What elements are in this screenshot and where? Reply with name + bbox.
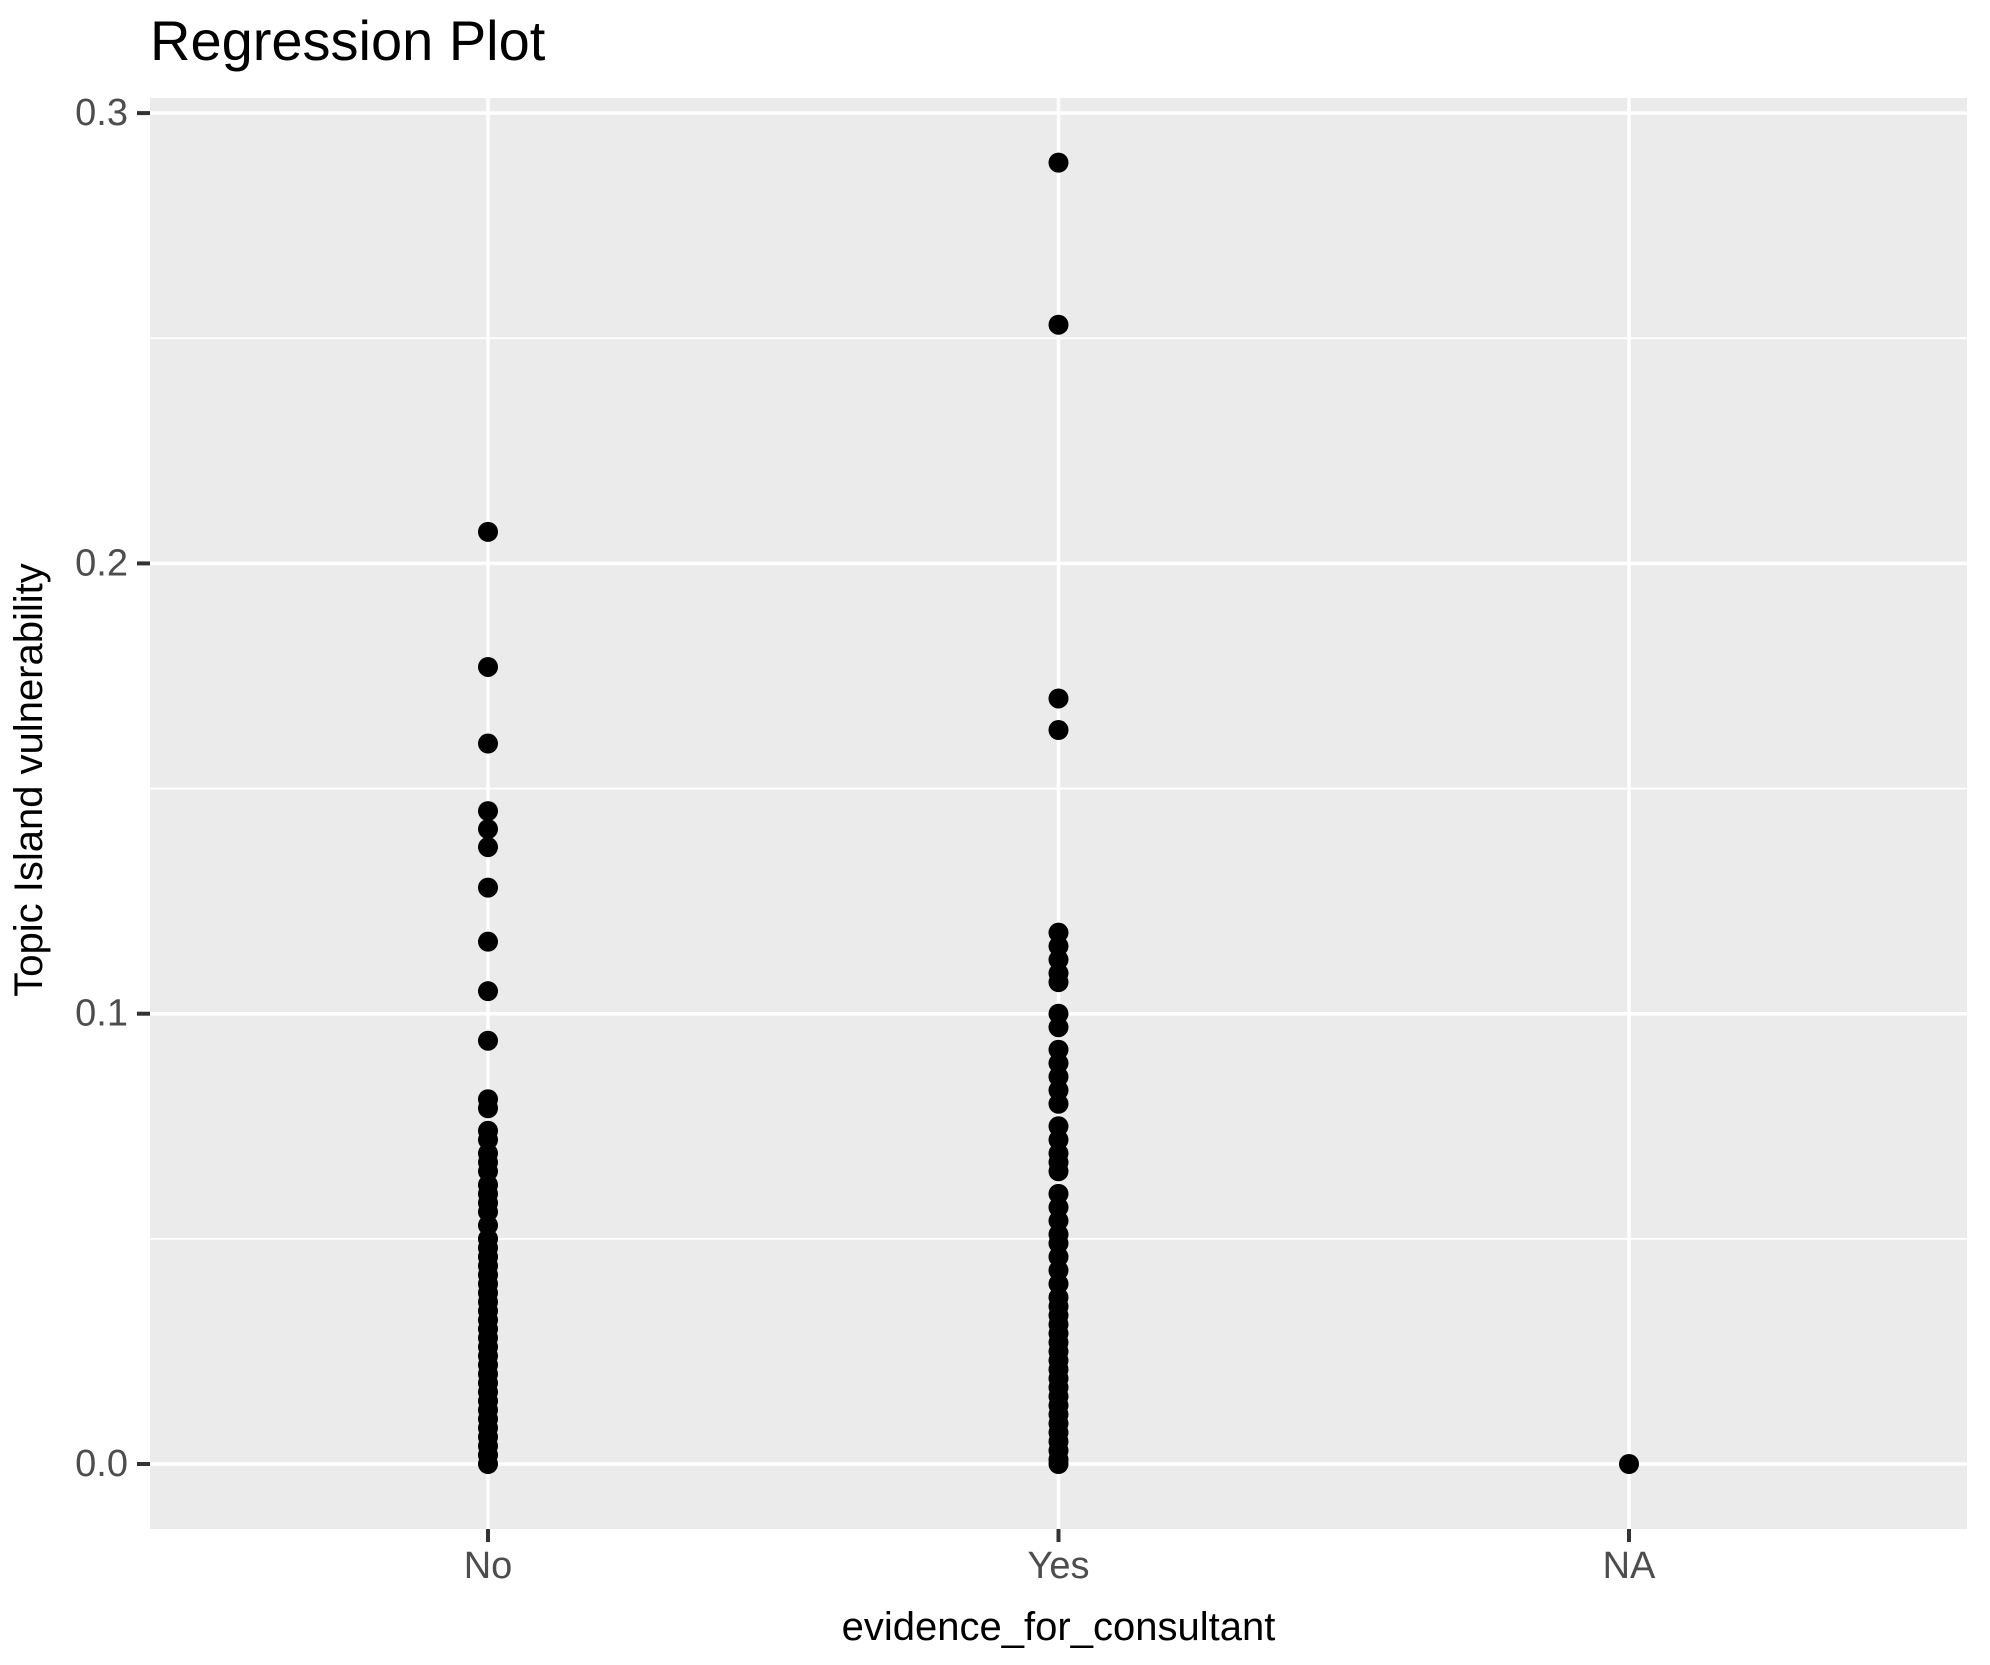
data-point: [1048, 1017, 1069, 1038]
data-point: [478, 981, 498, 1002]
x-tick-label: NA: [1603, 1545, 1656, 1587]
data-point: [478, 1030, 498, 1051]
x-axis-title: evidence_for_consultant: [842, 1605, 1276, 1649]
data-point: [1048, 1454, 1069, 1474]
data-point: [478, 1098, 498, 1119]
data-point: [1048, 688, 1069, 709]
y-tick-label: 0.0: [75, 1443, 128, 1485]
data-point: [478, 819, 498, 840]
data-point: [1619, 1454, 1639, 1474]
plot-title: Regression Plot: [150, 9, 546, 72]
data-point: [478, 733, 498, 754]
y-tick-label: 0.3: [75, 92, 128, 134]
data-point: [478, 837, 498, 858]
data-point: [478, 656, 498, 677]
data-point: [478, 877, 498, 898]
data-point: [478, 521, 498, 542]
data-point: [478, 1454, 498, 1474]
data-point: [1048, 1161, 1069, 1182]
data-point: [1048, 972, 1069, 993]
points-series-na: [1619, 1454, 1639, 1474]
gridlines: [150, 98, 1967, 1529]
points-series-no: [478, 521, 498, 1474]
y-tick-label: 0.1: [75, 993, 128, 1035]
points-series-yes: [1048, 152, 1069, 1474]
y-tick-label: 0.2: [75, 542, 128, 584]
data-point: [1048, 1093, 1069, 1114]
data-point: [1048, 314, 1069, 335]
data-point: [478, 801, 498, 822]
data-point: [478, 931, 498, 952]
data-point: [1048, 720, 1069, 741]
data-point: [1048, 152, 1069, 173]
x-tick-label: Yes: [1028, 1545, 1090, 1587]
x-tick-label: No: [464, 1545, 513, 1587]
y-axis-title: Topic Island vulnerability: [7, 563, 51, 997]
axis-ticks: [137, 111, 1631, 1542]
